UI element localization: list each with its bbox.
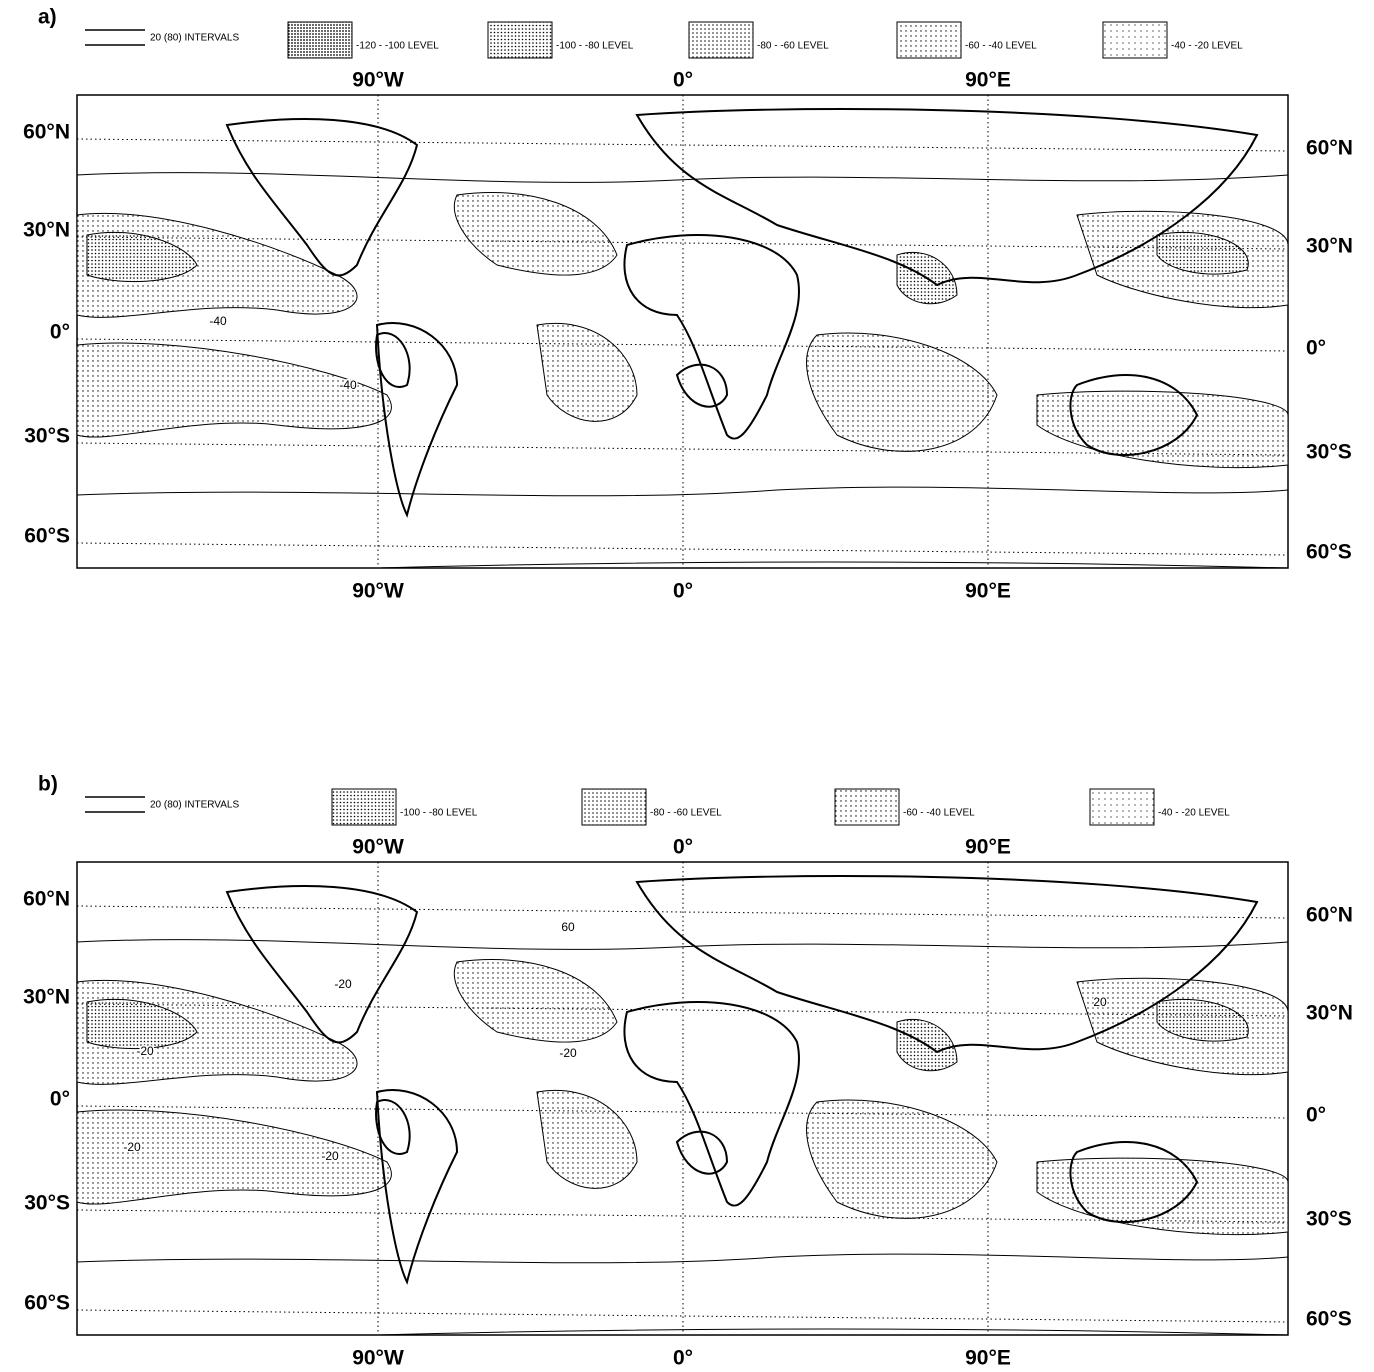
lon-label: 90°W <box>352 69 404 92</box>
map-frame <box>76 94 1289 569</box>
contour-label: -20 <box>559 1046 577 1060</box>
lat-label: 30°N <box>23 219 70 242</box>
legend-text: -80 - -60 LEVEL <box>650 808 722 819</box>
legend-swatch <box>331 788 397 826</box>
lat-label: 0° <box>50 1088 70 1111</box>
legend-swatch <box>1102 21 1168 59</box>
legend-text: 20 (80) INTERVALS <box>150 800 239 811</box>
legend-text: -100 - -80 LEVEL <box>556 41 634 52</box>
contour-label: 60 <box>561 920 575 934</box>
lat-label: 30°S <box>24 425 70 448</box>
grid-line <box>76 236 1289 250</box>
grid-line <box>76 442 1289 456</box>
contour-label: -40 <box>339 378 357 392</box>
legend-text: -60 - -40 LEVEL <box>903 808 975 819</box>
lat-label: 0° <box>50 321 70 344</box>
legend-text: -40 - -20 LEVEL <box>1171 41 1243 52</box>
lat-label: 60°N <box>1306 904 1353 927</box>
lat-label: 60°S <box>24 1292 70 1315</box>
grid-line <box>76 1209 1289 1223</box>
legend-text: -120 - -100 LEVEL <box>356 41 439 52</box>
legend-swatch <box>896 21 962 59</box>
legend-text: -40 - -20 LEVEL <box>1158 808 1230 819</box>
lon-label: 90°E <box>965 580 1011 603</box>
lat-label: 0° <box>1306 337 1326 360</box>
legend-text: 20 (80) INTERVALS <box>150 33 239 44</box>
lat-label: 30°S <box>1306 441 1352 464</box>
grid-line <box>76 1105 1289 1119</box>
legend-swatch <box>1089 788 1155 826</box>
panel-label: a) <box>38 6 57 29</box>
lon-label: 90°W <box>352 580 404 603</box>
lat-label: 60°S <box>1306 541 1352 564</box>
grid-line <box>76 905 1289 919</box>
grid-line <box>76 1309 1289 1323</box>
legend-swatch <box>834 788 900 826</box>
map-frame <box>76 861 1289 1336</box>
lon-label: 90°E <box>965 1347 1011 1370</box>
grid-line <box>76 1003 1289 1017</box>
panel: b) 20 (80) INTERVALS -100 - -80 LEVEL -80 -… <box>23 773 1353 1370</box>
lat-label: 30°N <box>1306 235 1353 258</box>
lat-label: 60°N <box>23 121 70 144</box>
lat-label: 60°S <box>1306 1308 1352 1331</box>
lat-label: 30°N <box>23 986 70 1009</box>
grid-line <box>76 138 1289 152</box>
lat-label: 0° <box>1306 1104 1326 1127</box>
lon-label: 0° <box>673 69 693 92</box>
legend-swatch <box>287 21 353 59</box>
lat-label: 60°N <box>1306 137 1353 160</box>
contour-label: -40 <box>209 314 227 328</box>
legend-text: -100 - -80 LEVEL <box>400 808 478 819</box>
legend-swatch <box>487 21 553 59</box>
lon-label: 0° <box>673 580 693 603</box>
lon-label: 90°E <box>965 836 1011 859</box>
lat-label: 30°S <box>24 1192 70 1215</box>
lon-label: 0° <box>673 1347 693 1370</box>
lon-label: 0° <box>673 836 693 859</box>
lat-label: 60°N <box>23 888 70 911</box>
lat-label: 30°S <box>1306 1208 1352 1231</box>
lon-label: 90°W <box>352 836 404 859</box>
legend-swatch <box>581 788 647 826</box>
lon-label: 90°W <box>352 1347 404 1370</box>
contour-label: -20 <box>321 1149 339 1163</box>
legend-text: -60 - -40 LEVEL <box>965 41 1037 52</box>
legend-swatch <box>688 21 754 59</box>
lat-label: 60°S <box>24 525 70 548</box>
contour-label: 20 <box>1093 995 1107 1009</box>
legend-text: -80 - -60 LEVEL <box>757 41 829 52</box>
contour-label: -20 <box>334 977 352 991</box>
contour-label: -20 <box>123 1140 141 1154</box>
contour-label: -20 <box>136 1044 154 1058</box>
lat-label: 30°N <box>1306 1002 1353 1025</box>
grid-line <box>76 542 1289 556</box>
panel: a) 20 (80) INTERVALS -120 - -100 LEVEL -100… <box>23 6 1353 603</box>
grid-line <box>76 338 1289 352</box>
lon-label: 90°E <box>965 69 1011 92</box>
panel-label: b) <box>38 773 58 796</box>
